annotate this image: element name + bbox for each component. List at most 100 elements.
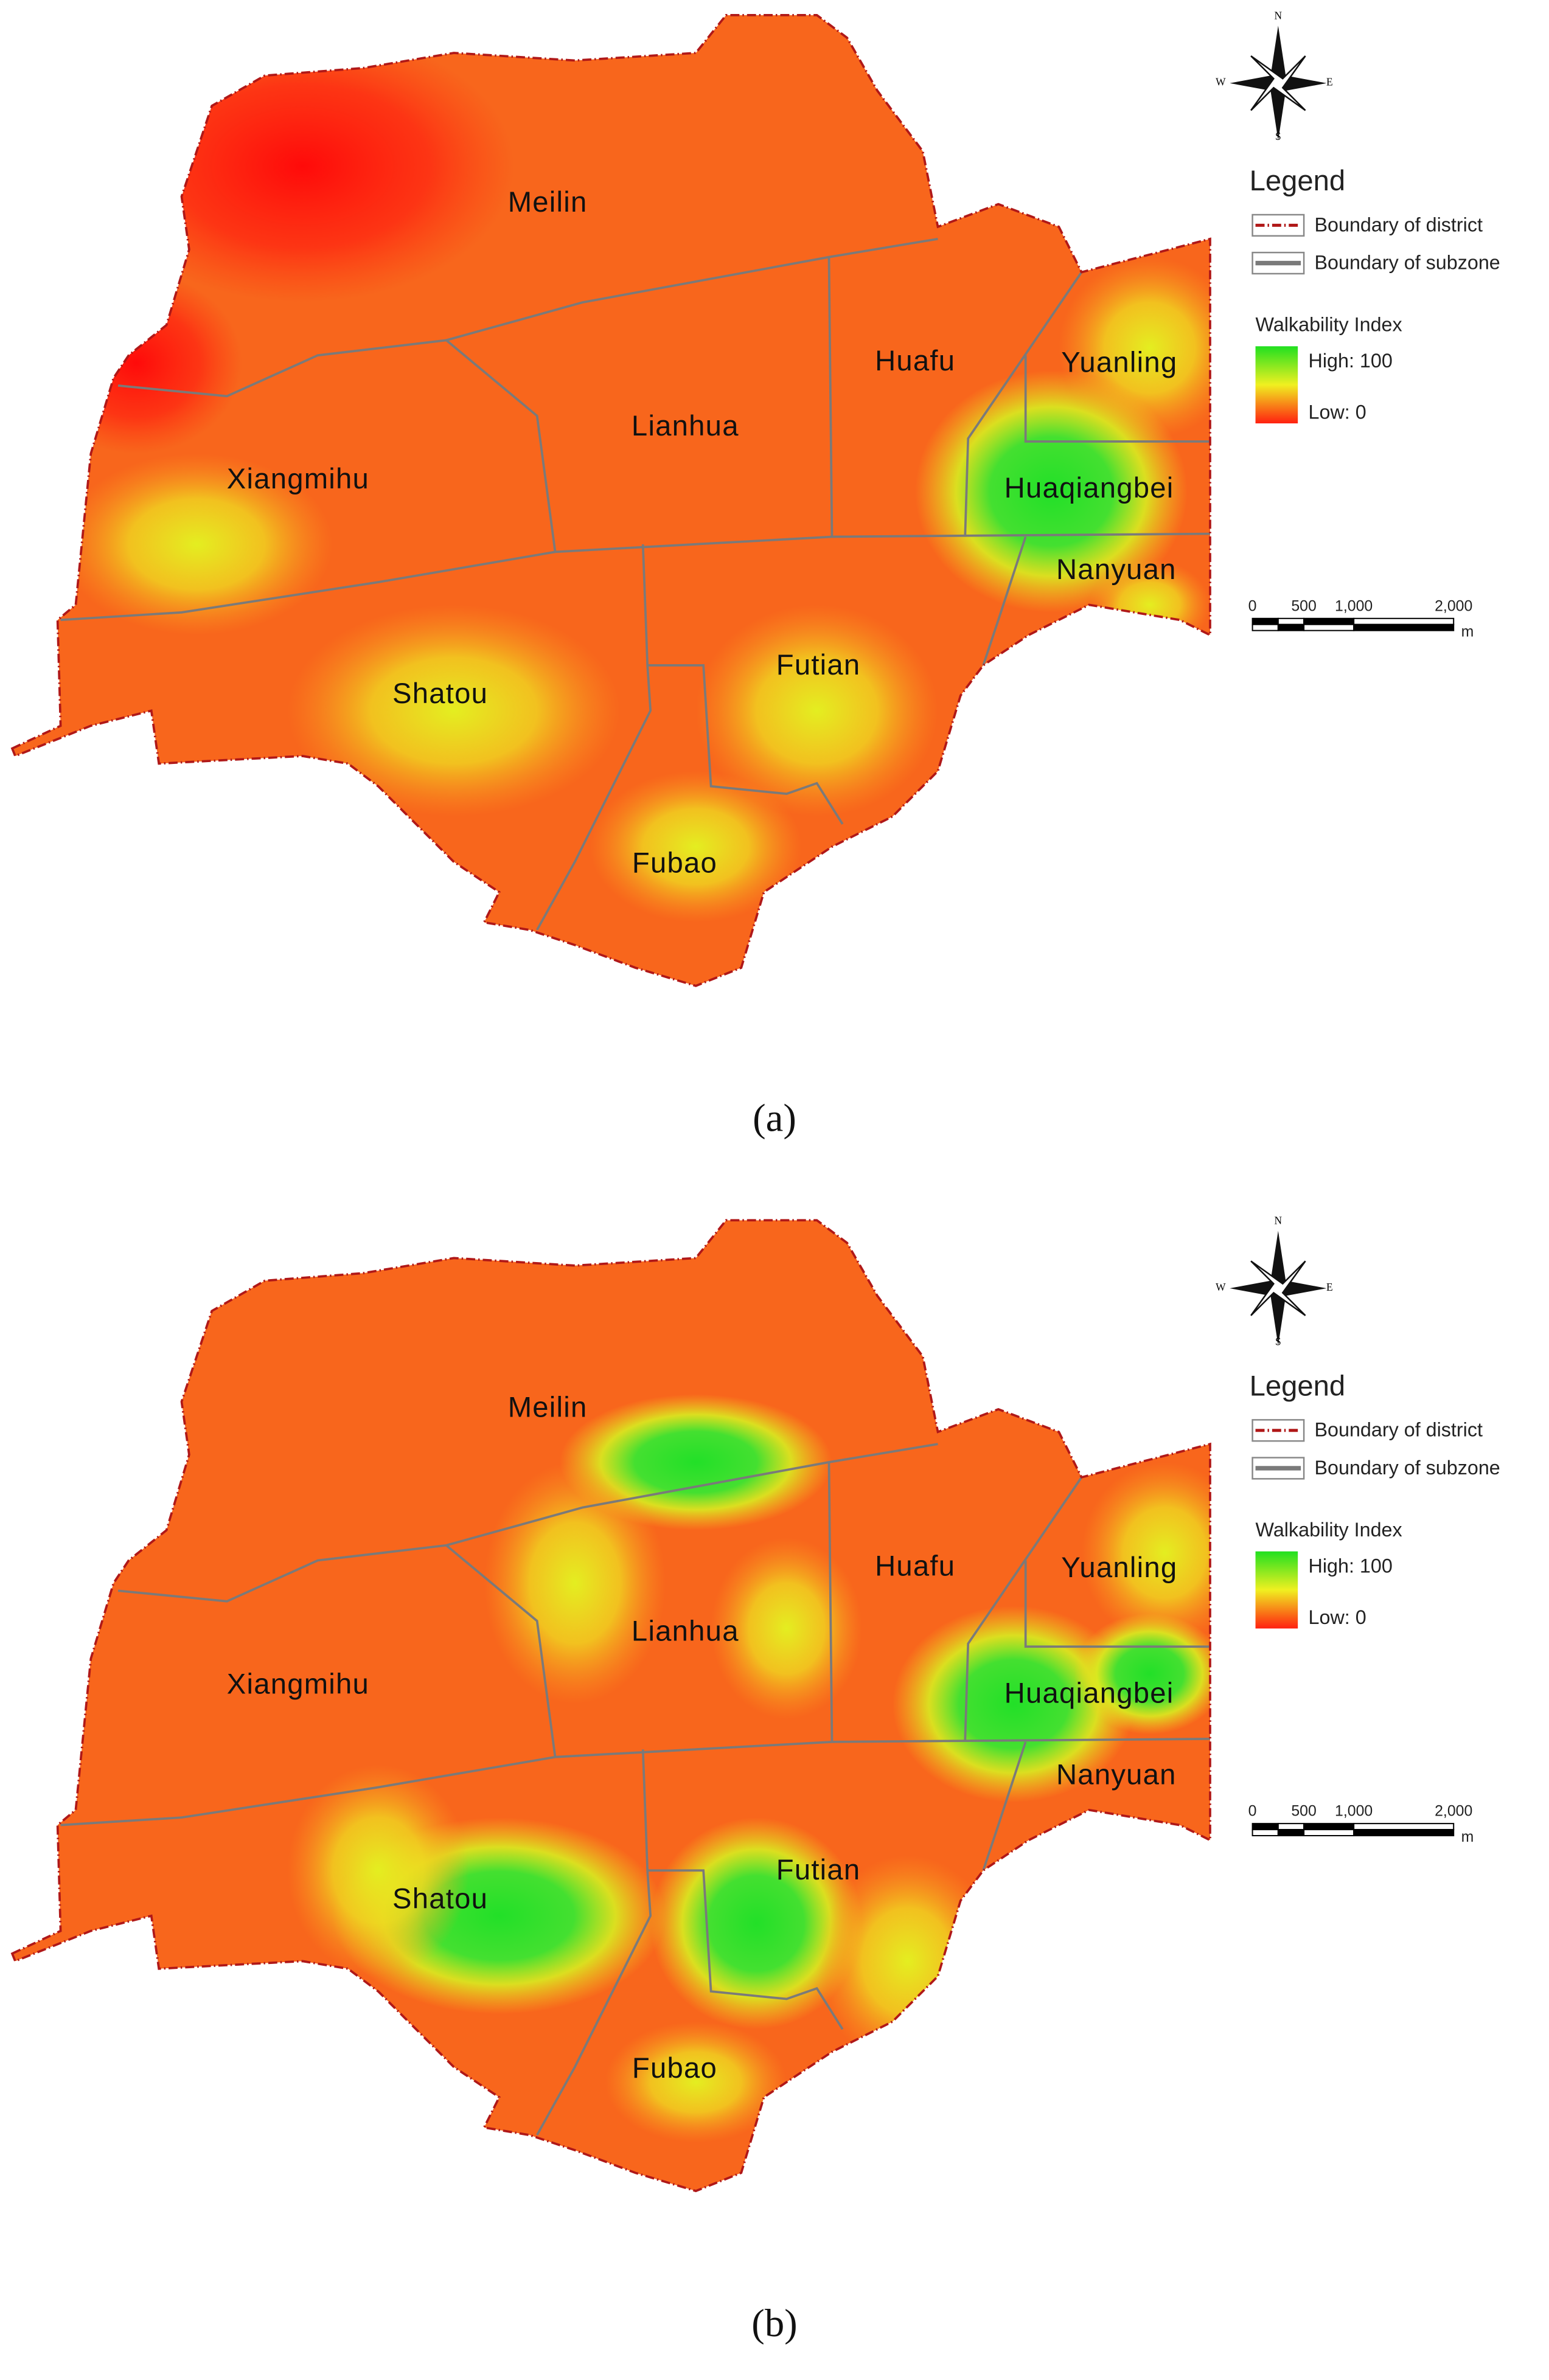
- compass-letter: S: [1275, 130, 1281, 142]
- compass-letter: N: [1275, 1215, 1283, 1227]
- scale-segment: [1353, 1829, 1455, 1837]
- subzone-label: Nanyuan: [1056, 1759, 1177, 1791]
- compass-letter: W: [1216, 76, 1226, 88]
- subzone-boundary: [445, 339, 557, 552]
- legend-item: High: 100: [1309, 350, 1393, 372]
- subzone-label: Fubao: [632, 2052, 717, 2084]
- scale-segment: [1303, 1823, 1355, 1831]
- heat-surface: [12, 1220, 1210, 2191]
- subzone-boundary: [647, 664, 844, 825]
- subzone-boundary: [647, 1869, 844, 2030]
- heat-blob: [915, 370, 1188, 612]
- scale-segment: [1277, 1829, 1305, 1837]
- compass-letter: E: [1326, 1281, 1333, 1293]
- legend-ramp: [1255, 1551, 1298, 1629]
- legend-subtitle: Walkability Index: [1256, 313, 1402, 335]
- subzone-boundary: [827, 257, 834, 537]
- subzone-label: Xiangmihu: [227, 1668, 369, 1700]
- compass-star: [1250, 55, 1306, 111]
- legend-item: High: 100: [1309, 1555, 1393, 1577]
- heat-blob: [892, 1606, 1135, 1803]
- subzone-boundary: [536, 544, 652, 931]
- compass-letter: E: [1326, 76, 1333, 88]
- legend-subtitle: Walkability Index: [1256, 1519, 1402, 1541]
- heat-blob: [30, 272, 242, 454]
- compass-star: [1250, 1260, 1306, 1316]
- scale-label: 500: [1291, 597, 1316, 614]
- legend-item: Boundary of subzone: [1315, 252, 1500, 274]
- map-panel: Meilin Lianhua Huafu Yuanling Xiangmihu Huaqi…: [10, 9, 1500, 1140]
- scale-unit: m: [1461, 1828, 1474, 1845]
- heat-blob: [1081, 1462, 1210, 1644]
- legend-item: Boundary of district: [1315, 1419, 1483, 1441]
- legend-title: Legend: [1250, 165, 1346, 197]
- subzone-label: Nanyuan: [1056, 553, 1177, 586]
- subzone-label: Huaqiangbei: [1004, 472, 1174, 504]
- subzone-label: Huafu: [875, 345, 955, 377]
- scale-label: 1,000: [1335, 597, 1373, 614]
- subzone-boundary: [1024, 1560, 1210, 1648]
- district-boundary: [10, 13, 1211, 987]
- subzone-boundary: [536, 1749, 652, 2136]
- caption: (a): [753, 1096, 796, 1140]
- heat-blob: [484, 1462, 666, 1704]
- scale-label: 500: [1291, 1803, 1316, 1820]
- subzone-label: Futian: [776, 1854, 861, 1886]
- subzone-label: Lianhua: [632, 410, 739, 442]
- scale-segment: [1353, 617, 1455, 625]
- subzone-label: Shatou: [392, 1882, 488, 1915]
- scale-segment: [1277, 1823, 1305, 1831]
- legend-title: Legend: [1250, 1370, 1346, 1403]
- subzone-label: Shatou: [392, 678, 488, 710]
- heat-blob: [1074, 1613, 1210, 1735]
- scale-unit: m: [1461, 623, 1474, 640]
- subzone-label: Yuanling: [1061, 347, 1177, 379]
- district-boundary: [10, 1219, 1211, 2193]
- scale-label: 0: [1248, 597, 1257, 614]
- scale-segment: [1303, 623, 1355, 631]
- heat-blob: [287, 605, 621, 817]
- scale-segment: [1353, 1823, 1455, 1831]
- scale-segment: [1353, 623, 1455, 631]
- subzone-boundary: [982, 536, 1027, 666]
- subzone-label: Yuanling: [1061, 1552, 1177, 1584]
- scale-segment: [1303, 617, 1355, 625]
- scale-segment: [1251, 617, 1279, 625]
- scale-segment: [1251, 623, 1279, 631]
- scale-segment: [1277, 617, 1305, 625]
- compass-letter: S: [1275, 1336, 1281, 1348]
- subzone-boundary: [60, 532, 1210, 622]
- subzone-label: Meilin: [508, 1391, 588, 1423]
- heat-blob: [711, 1538, 863, 1719]
- map-panel: Meilin Lianhua Huafu Yuanling Xiangmihu Huaqi…: [10, 1215, 1500, 2345]
- heat-blob: [91, 30, 515, 303]
- legend-item: Low: 0: [1309, 1606, 1366, 1628]
- subzone-label: Lianhua: [632, 1615, 739, 1647]
- legend-item: Boundary of district: [1315, 213, 1483, 235]
- subzone-label: Huaqiangbei: [1004, 1677, 1174, 1709]
- subzone-boundary: [60, 1738, 1210, 1827]
- scale-label: 0: [1248, 1803, 1257, 1820]
- scale-label: 2,000: [1435, 1803, 1472, 1820]
- compass-letter: W: [1216, 1281, 1226, 1293]
- subzone-boundary: [982, 1741, 1027, 1871]
- subzone-label: Meilin: [508, 186, 588, 218]
- heat-surface: [12, 15, 1210, 986]
- scale-segment: [1277, 623, 1305, 631]
- subzone-label: Futian: [776, 649, 861, 681]
- subzone-label: Fubao: [632, 847, 717, 879]
- caption: (b): [751, 2301, 797, 2345]
- heat-blob: [287, 1764, 469, 1977]
- heat-blob: [60, 453, 333, 636]
- subzone-boundary: [445, 1544, 557, 1758]
- scale-segment: [1251, 1823, 1279, 1831]
- scale-segment: [1251, 1829, 1279, 1837]
- compass-letter: N: [1275, 9, 1283, 21]
- scale-label: 1,000: [1335, 1803, 1373, 1820]
- subzone-boundary: [827, 1462, 834, 1742]
- legend-item: Boundary of subzone: [1315, 1457, 1500, 1479]
- legend-item: Low: 0: [1309, 401, 1366, 423]
- scale-label: 2,000: [1435, 597, 1472, 614]
